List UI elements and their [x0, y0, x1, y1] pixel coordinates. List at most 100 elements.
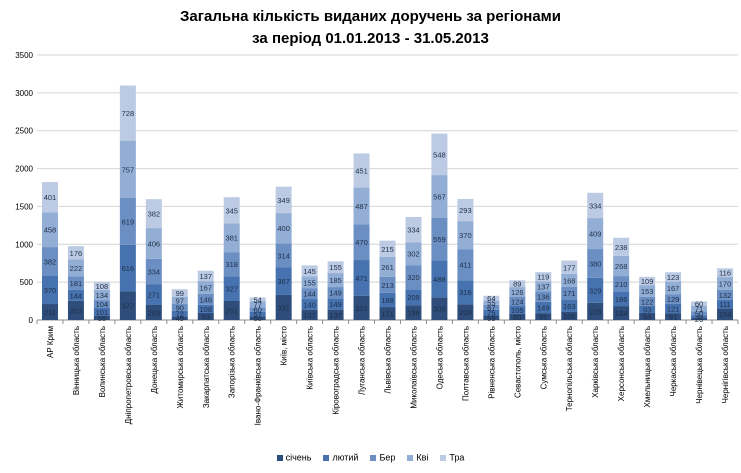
- y-tick-label: 2000: [15, 165, 33, 174]
- data-label: 168: [563, 276, 576, 285]
- bar-segment: [561, 286, 578, 300]
- data-label: 334: [589, 201, 602, 210]
- x-tick-label: Миколаївська область: [409, 326, 418, 409]
- chart-title: Загальна кількість виданих доручень за р…: [180, 8, 561, 25]
- data-label: 122: [641, 297, 654, 306]
- bar-segment: [535, 272, 552, 282]
- data-label: 261: [381, 263, 394, 272]
- data-label: 50: [695, 309, 703, 318]
- y-tick-label: 3500: [15, 51, 33, 60]
- legend-item: січень: [276, 452, 312, 463]
- bar-segment: [171, 289, 188, 297]
- data-label: 153: [641, 287, 654, 296]
- data-label: 377: [122, 302, 135, 311]
- bar-segment: [483, 295, 500, 301]
- bar-segment: [119, 197, 136, 245]
- data-label: 757: [122, 165, 135, 174]
- bar-segment: [249, 311, 266, 317]
- bar-segment: [93, 289, 110, 301]
- data-label: 167: [200, 283, 213, 292]
- bar-segment: [457, 221, 474, 250]
- bar-segment: [665, 272, 682, 282]
- data-label: 329: [589, 286, 602, 295]
- bar-segment: [665, 294, 682, 304]
- x-tick-label: Івано-Франківська область: [254, 326, 263, 425]
- legend-label: січень: [285, 452, 312, 463]
- bar-segment: [483, 300, 500, 305]
- legend-swatch: [323, 454, 330, 461]
- data-label: 203: [148, 308, 161, 317]
- bar-segment: [197, 312, 214, 320]
- bar-segment: [67, 300, 84, 320]
- bar-segment: [587, 302, 604, 320]
- bar-segment: [353, 224, 370, 261]
- data-label: 210: [615, 280, 628, 289]
- bar-segment: [275, 267, 292, 295]
- chart-subtitle: за період 01.01.2013 - 31.05.2013: [252, 30, 489, 47]
- x-tick-label: Закарпатська область: [202, 326, 211, 408]
- bar-segment: [717, 299, 734, 309]
- data-label: 101: [96, 308, 109, 317]
- x-tick-label: Вінницька область: [72, 326, 81, 395]
- data-label: 253: [70, 306, 83, 315]
- bar-segment: [639, 276, 656, 286]
- data-label: 186: [615, 295, 628, 304]
- bar-segment: [275, 186, 292, 214]
- data-label: 54: [254, 295, 262, 304]
- bar-segment: [223, 252, 240, 277]
- bar-segment: [197, 304, 214, 313]
- bar-segment: [639, 312, 656, 320]
- bar-segment: [145, 304, 162, 320]
- bar-segment: [275, 213, 292, 244]
- bar-segment: [379, 240, 396, 257]
- data-label: 91: [539, 313, 547, 322]
- bar-segment: [327, 261, 344, 274]
- bar-segment: [301, 265, 318, 277]
- data-label: 145: [303, 267, 316, 276]
- data-label: 293: [459, 206, 472, 215]
- data-label: 171: [381, 310, 394, 319]
- bar-segment: [379, 307, 396, 320]
- bar-segment: [93, 300, 110, 308]
- bar-segment: [717, 277, 734, 290]
- data-label: 271: [148, 290, 161, 299]
- data-label: 331: [277, 303, 290, 312]
- bar-segment: [119, 140, 136, 198]
- data-label: 567: [433, 193, 446, 202]
- bar-segment: [379, 292, 396, 308]
- legend-label: Тра: [449, 452, 465, 463]
- legend-item: Бер: [370, 452, 395, 463]
- bar-segment: [457, 249, 474, 281]
- bar-segment: [613, 291, 630, 307]
- data-label: 137: [537, 282, 550, 291]
- data-label: 149: [329, 300, 342, 309]
- bar-segment: [171, 296, 188, 305]
- data-label: 57: [254, 310, 262, 319]
- data-label: 458: [44, 226, 57, 235]
- bar-segment: [405, 242, 422, 266]
- bar-segment: [119, 244, 136, 292]
- data-label: 116: [719, 269, 731, 278]
- legend-label: лютий: [332, 452, 359, 463]
- legend-swatch: [407, 454, 414, 461]
- bar-segment: [561, 299, 578, 312]
- data-label: 105: [511, 306, 524, 315]
- data-label: 136: [537, 293, 550, 302]
- x-tick-label: Київ, місто: [280, 325, 289, 365]
- bar-segment: [249, 307, 266, 312]
- legend-label: Кві: [416, 452, 429, 463]
- data-label: 55: [487, 299, 495, 308]
- bar-segment: [691, 311, 708, 316]
- bar-segment: [613, 306, 630, 320]
- data-label: 380: [589, 259, 602, 268]
- bar-segment: [535, 281, 552, 292]
- data-label: 238: [615, 243, 628, 252]
- x-tick-label: Дніпропетровська область: [124, 326, 133, 424]
- data-label: 149: [329, 289, 342, 298]
- data-label: 400: [277, 224, 290, 233]
- data-label: 137: [329, 311, 342, 320]
- bar-segment: [41, 247, 58, 277]
- data-label: 93: [643, 305, 651, 314]
- data-label: 215: [381, 245, 394, 254]
